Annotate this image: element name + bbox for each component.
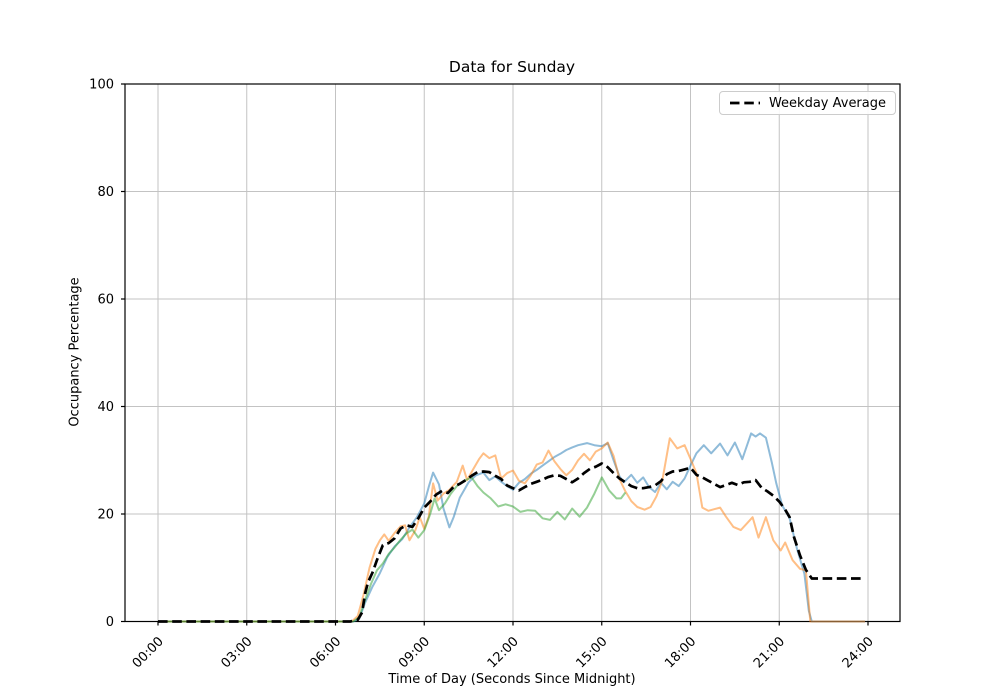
y-tick-label: 20: [97, 508, 114, 523]
x-tick-label: 24:00: [840, 634, 877, 671]
x-tick-label: 12:00: [485, 634, 522, 671]
x-tick-label: 18:00: [662, 634, 699, 671]
x-tick-label: 09:00: [396, 634, 433, 671]
y-tick-label: 40: [97, 400, 114, 415]
series-line-3: [158, 476, 627, 623]
series-line-2: [158, 437, 865, 623]
series-weekday-average: [158, 462, 864, 623]
y-axis-label: Occupancy Percentage: [67, 277, 83, 427]
x-tick-label: 21:00: [751, 634, 788, 671]
legend: Weekday Average: [718, 91, 896, 115]
chart-title: Data for Sunday: [448, 58, 576, 76]
y-tick-label: 100: [89, 78, 114, 93]
series-line-1: [158, 432, 865, 623]
x-axis-label: Time of Day (Seconds Since Midnight): [388, 672, 636, 687]
x-tick-label: 03:00: [218, 634, 255, 671]
y-tick-label: 80: [97, 185, 114, 200]
legend-dashed-line-icon: [729, 101, 760, 105]
x-tick-label: 00:00: [130, 634, 167, 671]
x-tick-label: 15:00: [573, 634, 610, 671]
y-tick-label: 0: [106, 615, 114, 630]
x-tick-label: 06:00: [307, 634, 344, 671]
y-tick-label: 60: [97, 293, 114, 308]
legend-label: Weekday Average: [768, 95, 886, 111]
